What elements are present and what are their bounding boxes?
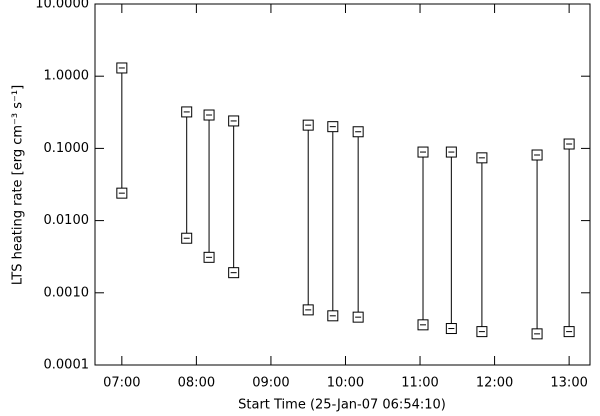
x-tick-label: 07:00: [103, 376, 140, 391]
x-tick-label: 12:00: [476, 376, 513, 391]
x-tick-label: 13:00: [550, 376, 587, 391]
y-tick-label: 1.0000: [44, 69, 90, 84]
x-tick-label: 08:00: [178, 376, 215, 391]
y-tick-label: 0.0010: [44, 285, 90, 300]
x-tick-label: 10:00: [327, 376, 364, 391]
y-axis-title: LTS heating rate [erg cm⁻³ s⁻¹]: [11, 85, 26, 285]
y-tick-label: 0.0100: [44, 213, 90, 228]
plot-frame: [94, 3, 591, 366]
x-tick-label: 11:00: [401, 376, 438, 391]
x-axis-title: Start Time (25-Jan-07 06:54:10): [238, 398, 446, 413]
y-tick-label: 0.1000: [44, 141, 90, 156]
y-tick-label: 0.0001: [44, 358, 90, 373]
y-tick-label: 10.0000: [35, 0, 89, 12]
x-tick-label: 09:00: [252, 376, 289, 391]
